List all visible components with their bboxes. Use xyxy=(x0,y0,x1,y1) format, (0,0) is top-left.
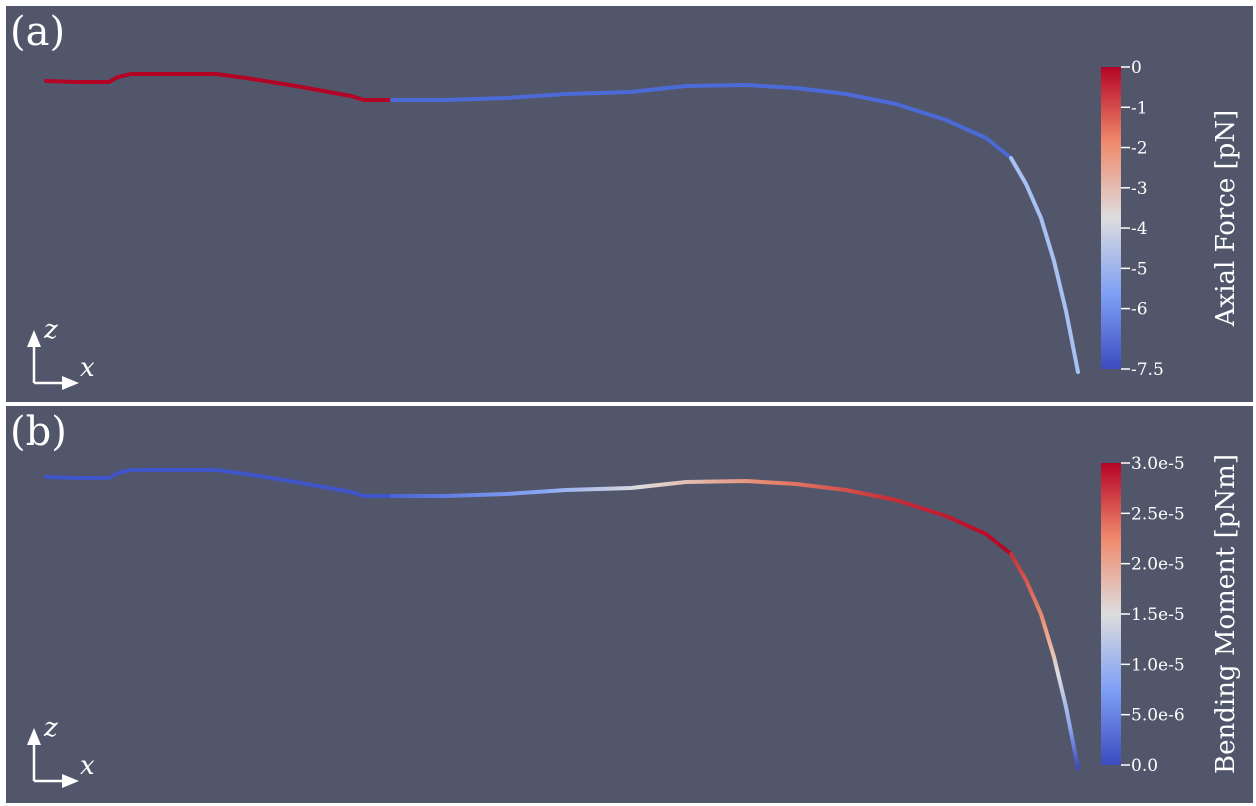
panel-label: (a) xyxy=(10,9,66,55)
axes-triad xyxy=(27,330,79,390)
colorbar: 0 -1 -2 -3 -4 -5 -6 -7.5 Axial Force [pN] xyxy=(1101,58,1241,380)
colorbar-title: Axial Force [pN] xyxy=(1211,110,1241,327)
colorbar-tick-label: -4 xyxy=(1131,219,1148,239)
z-axis-label: z xyxy=(43,315,58,345)
colorbar-tick-label: 3.0e-5 xyxy=(1131,454,1185,474)
colorbar-tick-label: 2.0e-5 xyxy=(1131,555,1185,575)
filament-segment-mid xyxy=(390,479,1013,556)
colorbar-tick-label: 1.5e-5 xyxy=(1131,605,1185,625)
colorbar-tick-label: -3 xyxy=(1131,179,1148,199)
colorbar-tick-label: 2.5e-5 xyxy=(1131,504,1185,524)
bending-moment-plot: 3.0e-52.5e-52.0e-51.5e-51.0e-55.0e-60.0 … xyxy=(27,454,1241,788)
axes-triad xyxy=(27,728,79,788)
colorbar-tick-label: 0 xyxy=(1131,58,1142,78)
colorbar-title: Bending Moment [pNm] xyxy=(1211,454,1241,774)
panel-label: (b) xyxy=(10,409,67,455)
colorbar-tick-label: -1 xyxy=(1131,98,1148,118)
colorbar: 3.0e-52.5e-52.0e-51.5e-51.0e-55.0e-60.0 … xyxy=(1101,454,1241,776)
filament-segment-base xyxy=(44,468,394,498)
filament-segment-high-force xyxy=(44,72,394,102)
colorbar-tick-label: -5 xyxy=(1131,259,1148,279)
z-axis-label: z xyxy=(43,713,58,743)
colorbar-ticks: 3.0e-5 2.5e-5 2.0e-5 1.5e-5 1.0e-5 5.0e-6 0.0 xyxy=(1121,454,1185,776)
filament-segment-tip xyxy=(1009,552,1080,770)
colorbar-tick-label: -6 xyxy=(1131,300,1148,320)
colorbar-tick-label: -2 xyxy=(1131,139,1148,159)
colorbar-tick-label: 0.0 xyxy=(1131,756,1158,776)
colorbar-tick-label: 1.0e-5 xyxy=(1131,655,1185,675)
filament-segment-tip xyxy=(1009,156,1080,374)
filament-segment-mid xyxy=(390,83,1013,160)
axial-force-plot: 0 -1 -2 -3 -4 -5 -6 -7.5 Axial Force [pN] z x xyxy=(27,58,1241,390)
panel-axial-force: (a) 0 -1 -2 -3 -4 -5 -6 -7.5 Axial Force [pN] xyxy=(6,6,1253,402)
colorbar-tick-label: -7.5 xyxy=(1131,360,1164,380)
x-axis-label: x xyxy=(80,751,95,781)
colorbar-ticks: 0 -1 -2 -3 -4 -5 -6 -7.5 xyxy=(1121,58,1164,380)
colorbar-gradient xyxy=(1101,67,1121,369)
colorbar-tick-label: 5.0e-6 xyxy=(1131,706,1185,726)
panel-bending-moment: (b) xyxy=(6,406,1253,803)
filament xyxy=(44,72,1080,374)
colorbar-gradient xyxy=(1101,463,1121,765)
x-axis-label: x xyxy=(80,353,95,383)
filament xyxy=(44,468,1080,770)
